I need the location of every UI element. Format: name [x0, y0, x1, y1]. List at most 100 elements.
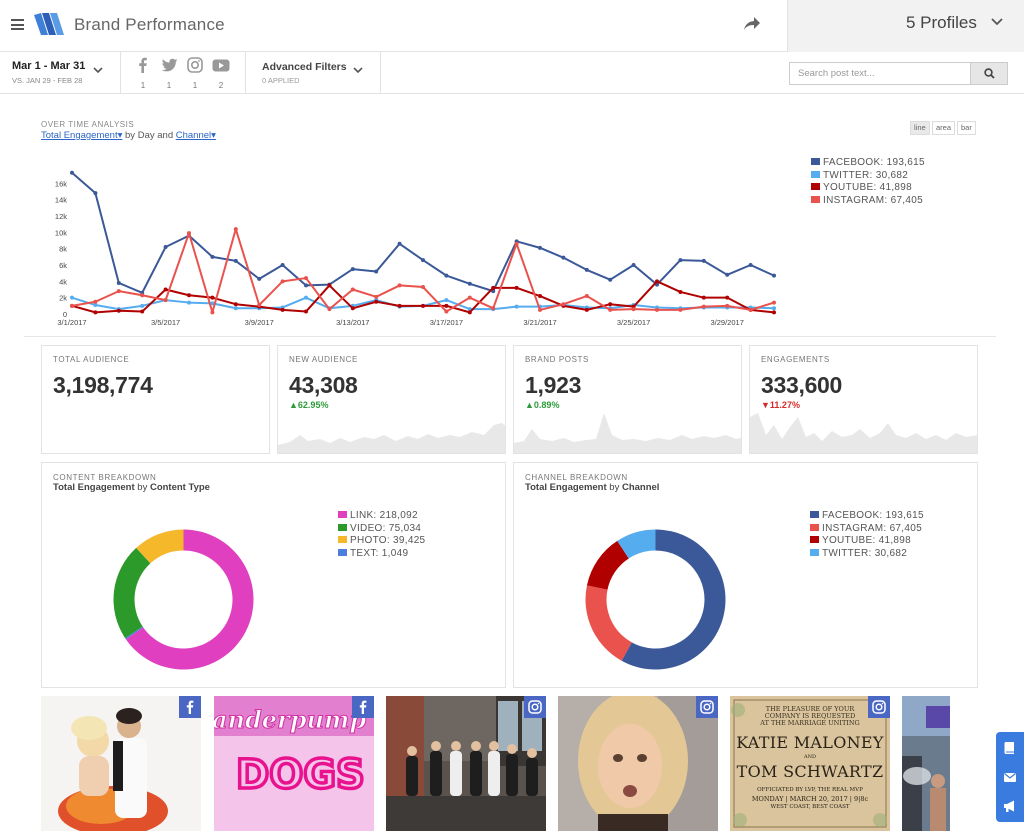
- data-point-instagram: [350, 287, 355, 292]
- post-image-background: [730, 696, 890, 831]
- y-tick-label: 6k: [59, 261, 67, 270]
- data-point-youtube: [163, 287, 168, 292]
- kpi-change-value: 62.95%: [297, 400, 329, 410]
- panel-metric: Total Engagement: [53, 482, 135, 493]
- side-dock: [996, 732, 1024, 822]
- legend-item-video[interactable]: VIDEO: 75,034: [338, 523, 425, 536]
- legend-facebook-total: 193,615: [886, 157, 925, 168]
- data-point-instagram: [116, 289, 121, 294]
- post-thumbnail[interactable]: [386, 696, 546, 831]
- channel-facebook[interactable]: 1: [133, 57, 153, 91]
- data-point-instagram: [280, 279, 285, 284]
- post-thumbnail[interactable]: THE PLEASURE OF YOUR COMPANY IS REQUESTE…: [730, 696, 890, 831]
- data-point-twitter: [444, 298, 449, 303]
- legend-item-text[interactable]: TEXT: 1,049: [338, 548, 425, 561]
- post-thumbnail[interactable]: anderpump DOGS: [214, 696, 374, 831]
- legend-item-youtube[interactable]: YOUTUBE: 41,898: [810, 535, 924, 548]
- date-range: Mar 1 - Mar 31: [12, 60, 86, 72]
- post-thumbnail[interactable]: [902, 696, 950, 831]
- book-icon[interactable]: [1003, 741, 1017, 755]
- data-point-facebook: [397, 241, 402, 246]
- post-thumbnail[interactable]: [41, 696, 201, 831]
- data-point-twitter: [304, 295, 308, 300]
- advanced-filters-button[interactable]: Advanced Filters 0 APPLIED: [246, 52, 381, 94]
- metric-selector[interactable]: Total Engagement▾: [41, 130, 123, 141]
- legend-item-instagram[interactable]: INSTAGRAM: 67,405: [810, 523, 924, 536]
- megaphone-icon[interactable]: [1003, 799, 1017, 813]
- legend-item-facebook[interactable]: FACEBOOK: 193,615: [810, 510, 924, 523]
- menu-icon[interactable]: [11, 19, 24, 30]
- profiles-dropdown[interactable]: 5 Profiles: [787, 0, 1024, 52]
- data-point-facebook: [561, 255, 566, 260]
- chart-type-bar[interactable]: bar: [957, 121, 976, 135]
- data-point-instagram: [772, 300, 776, 305]
- date-range-selector[interactable]: Mar 1 - Mar 31 VS. JAN 29 - FEB 28: [0, 52, 121, 94]
- data-point-instagram: [93, 299, 98, 304]
- legend-swatch: [338, 511, 347, 518]
- instagram-icon: [700, 700, 714, 714]
- facebook-badge: [179, 696, 201, 718]
- instagram-icon: [528, 700, 542, 714]
- content-slice-photo[interactable]: [136, 529, 184, 564]
- by-text: by: [125, 130, 136, 141]
- content-slice-video[interactable]: [113, 547, 151, 639]
- data-point-youtube: [187, 293, 191, 298]
- chart-type-area[interactable]: area: [932, 121, 956, 135]
- data-point-facebook: [210, 254, 215, 259]
- content-slice-link[interactable]: [125, 529, 254, 670]
- data-point-youtube: [140, 309, 145, 314]
- mail-icon[interactable]: [1003, 770, 1017, 784]
- panel-dimension: Content Type: [149, 482, 210, 493]
- legend-item-twitter[interactable]: TWITTER: 30,682: [811, 170, 925, 183]
- kpi-card-engagements[interactable]: ENGAGEMENTS 333,600 ▼11.27%: [749, 345, 978, 454]
- search-input[interactable]: [789, 62, 970, 85]
- share-icon[interactable]: [742, 14, 762, 32]
- post-thumbnail[interactable]: [558, 696, 718, 831]
- panel-subtitle: Total Engagement by Content Type: [53, 482, 210, 493]
- data-point-instagram: [163, 298, 168, 303]
- kpi-card-brand-posts[interactable]: BRAND POSTS 1,923 ▲0.89%: [513, 345, 742, 454]
- legend-item-facebook[interactable]: FACEBOOK: 193,615: [811, 157, 925, 170]
- legend-label: INSTAGRAM: 67,405: [822, 522, 922, 534]
- kpi-card-total-audience[interactable]: TOTAL AUDIENCE 3,198,774: [41, 345, 270, 454]
- data-point-facebook: [70, 170, 74, 175]
- legend-label: YOUTUBE: 41,898: [822, 535, 911, 546]
- legend-item-twitter[interactable]: TWITTER: 30,682: [810, 548, 924, 561]
- data-point-youtube: [397, 303, 402, 308]
- chart-type-line[interactable]: line: [910, 121, 930, 135]
- legend-item-instagram[interactable]: INSTAGRAM: 67,405: [811, 195, 925, 208]
- channel-instagram[interactable]: 1: [185, 57, 205, 91]
- invite-and: AND: [804, 754, 816, 760]
- data-point-facebook: [163, 245, 168, 250]
- channel-youtube[interactable]: 2: [211, 57, 231, 91]
- channel-twitter[interactable]: 1: [159, 57, 179, 91]
- legend-item-photo[interactable]: PHOTO: 39,425: [338, 535, 425, 548]
- kpi-change: ▲0.89%: [525, 400, 559, 410]
- data-point-instagram: [444, 309, 449, 314]
- dimension-selector[interactable]: Channel▾: [175, 130, 216, 141]
- facebook-count: 1: [140, 81, 146, 90]
- panel-metric: Total Engagement: [525, 482, 607, 493]
- chart-legend: FACEBOOK: 193,615 TWITTER: 30,682 YOUTUB…: [811, 157, 925, 207]
- content-slice-text[interactable]: [125, 626, 144, 640]
- legend-item-link[interactable]: LINK: 218,092: [338, 510, 425, 523]
- kpi-title: NEW AUDIENCE: [289, 355, 358, 364]
- kpi-card-new-audience[interactable]: NEW AUDIENCE 43,308 ▲62.95%: [277, 345, 506, 454]
- search-button[interactable]: [970, 62, 1008, 85]
- legend-twitter-label: TWITTER: [823, 169, 870, 181]
- data-point-twitter: [514, 304, 519, 309]
- data-point-facebook: [538, 245, 542, 250]
- legend-item-youtube[interactable]: YOUTUBE: 41,898: [811, 182, 925, 195]
- legend-twitter-total: 30,682: [875, 169, 909, 181]
- data-point-youtube: [327, 283, 332, 288]
- channel-slice-facebook[interactable]: [621, 529, 726, 670]
- data-point-facebook: [748, 263, 753, 267]
- period-label: Day: [137, 130, 155, 141]
- channel-slice-twitter[interactable]: [617, 529, 656, 559]
- panel-subtitle: Total Engagement by Channel: [525, 482, 659, 493]
- channel-slice-youtube[interactable]: [586, 540, 629, 590]
- legend-instagram-total: 67,405: [890, 194, 923, 206]
- data-point-twitter: [233, 306, 238, 311]
- kpi-title: TOTAL AUDIENCE: [53, 355, 130, 364]
- channel-slice-instagram[interactable]: [585, 585, 632, 661]
